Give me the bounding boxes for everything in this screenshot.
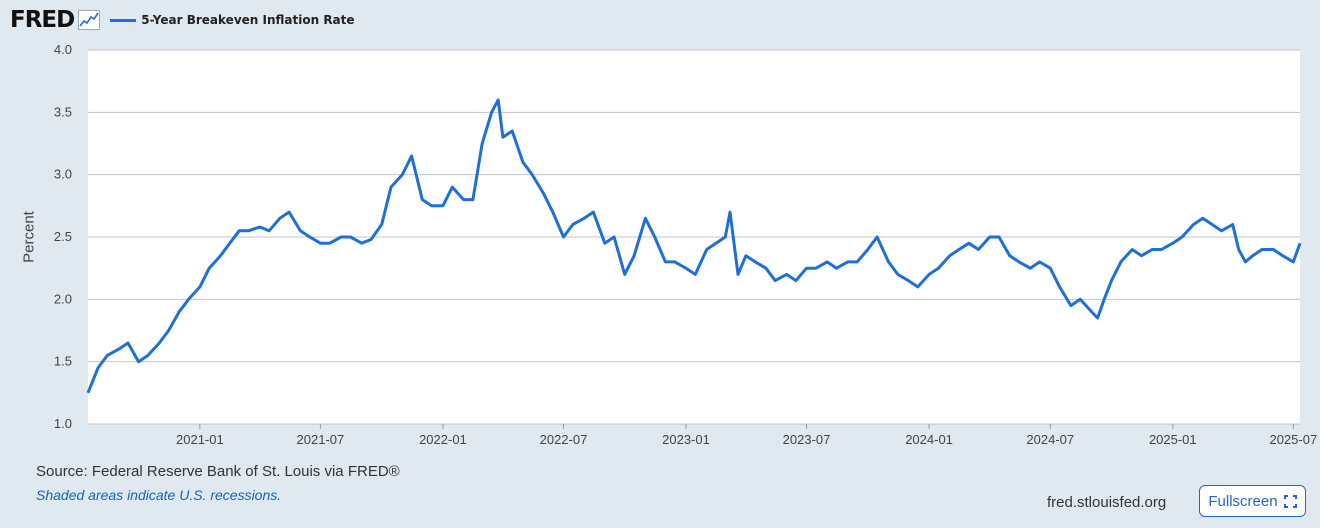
gridlines [88,49,1300,425]
legend-swatch [110,18,137,22]
source-note: Source: Federal Reserve Bank of St. Loui… [36,463,400,480]
y-tick-label: 3.5 [54,104,72,119]
legend-label: 5-Year Breakeven Inflation Rate [141,13,355,27]
x-tick-label: 2024-07 [1026,432,1074,447]
x-tick-label: 2021-07 [297,432,345,447]
y-tick-labels: 1.0 1.5 2.0 2.5 3.0 3.5 4.0 [54,42,72,431]
y-tick-label: 2.5 [54,229,72,244]
y-tick-label: 2.0 [54,291,72,306]
line-chart-icon [78,10,101,30]
legend: 5-Year Breakeven Inflation Rate [110,13,355,27]
y-tick-label: 1.0 [54,416,72,431]
fred-logo[interactable]: FRED [10,7,75,33]
x-tick-label: 2024-01 [905,432,953,447]
fullscreen-button[interactable]: Fullscreen [1199,485,1306,517]
x-tick-label: 2025-01 [1149,432,1197,447]
fullscreen-icon [1283,494,1297,508]
x-tick-label: 2023-01 [662,432,710,447]
x-tick-label: 2025-07 [1269,432,1317,447]
site-link[interactable]: fred.stlouisfed.org [1047,494,1167,511]
series-line [86,98,1302,394]
y-tick-label: 3.0 [54,167,72,182]
x-tick-label: 2022-07 [540,432,588,447]
recession-note: Shaded areas indicate U.S. recessions. [36,487,282,503]
chart-header: FRED 5-Year Breakeven Inflation Rate [10,6,355,34]
x-tick-label: 2021-01 [176,432,224,447]
series-lines [86,98,1302,394]
fullscreen-label: Fullscreen [1208,492,1278,510]
y-tick-label: 1.5 [54,354,72,369]
x-tick-label: 2023-07 [783,432,831,447]
y-tick-label: 4.0 [54,42,72,57]
x-tick-labels: 2021-01 2021-07 2022-01 2022-07 2023-01 2023-… [176,424,1317,447]
x-tick-label: 2022-01 [419,432,467,447]
